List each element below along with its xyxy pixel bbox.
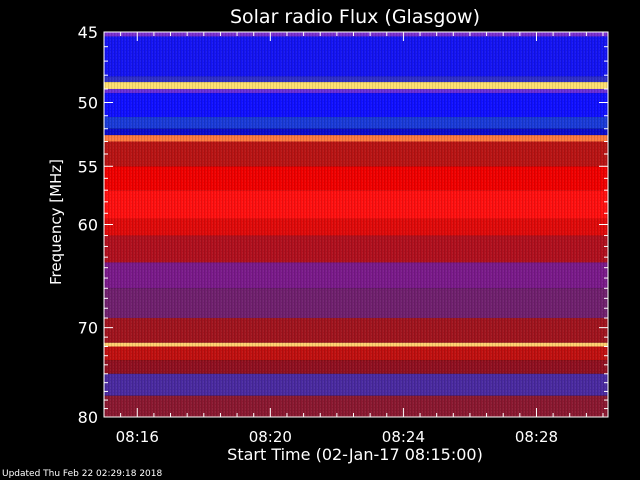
y-tick-label: 50 (78, 94, 98, 113)
x-tick-label: 08:24 (382, 428, 425, 446)
x-tick-label: 08:20 (249, 428, 292, 446)
y-tick-label: 55 (78, 157, 98, 176)
chart-title: Solar radio Flux (Glasgow) (230, 6, 480, 28)
y-tick-label: 45 (78, 23, 98, 42)
x-tick-label: 08:28 (515, 428, 558, 446)
y-tick-label: 80 (78, 408, 98, 427)
heatmap-texture (104, 32, 608, 417)
x-axis: 08:16 08:20 08:24 08:28 (116, 32, 604, 446)
y-tick-label: 60 (78, 216, 98, 235)
y-tick-label: 70 (78, 319, 98, 338)
x-tick-label: 08:16 (116, 428, 159, 446)
updated-timestamp: Updated Thu Feb 22 02:29:18 2018 (2, 469, 163, 479)
x-axis-label: Start Time (02-Jan-17 08:15:00) (227, 445, 483, 464)
y-axis-label: Frequency [MHz] (47, 159, 65, 285)
y-axis: 45 50 55 60 70 80 (78, 23, 608, 427)
